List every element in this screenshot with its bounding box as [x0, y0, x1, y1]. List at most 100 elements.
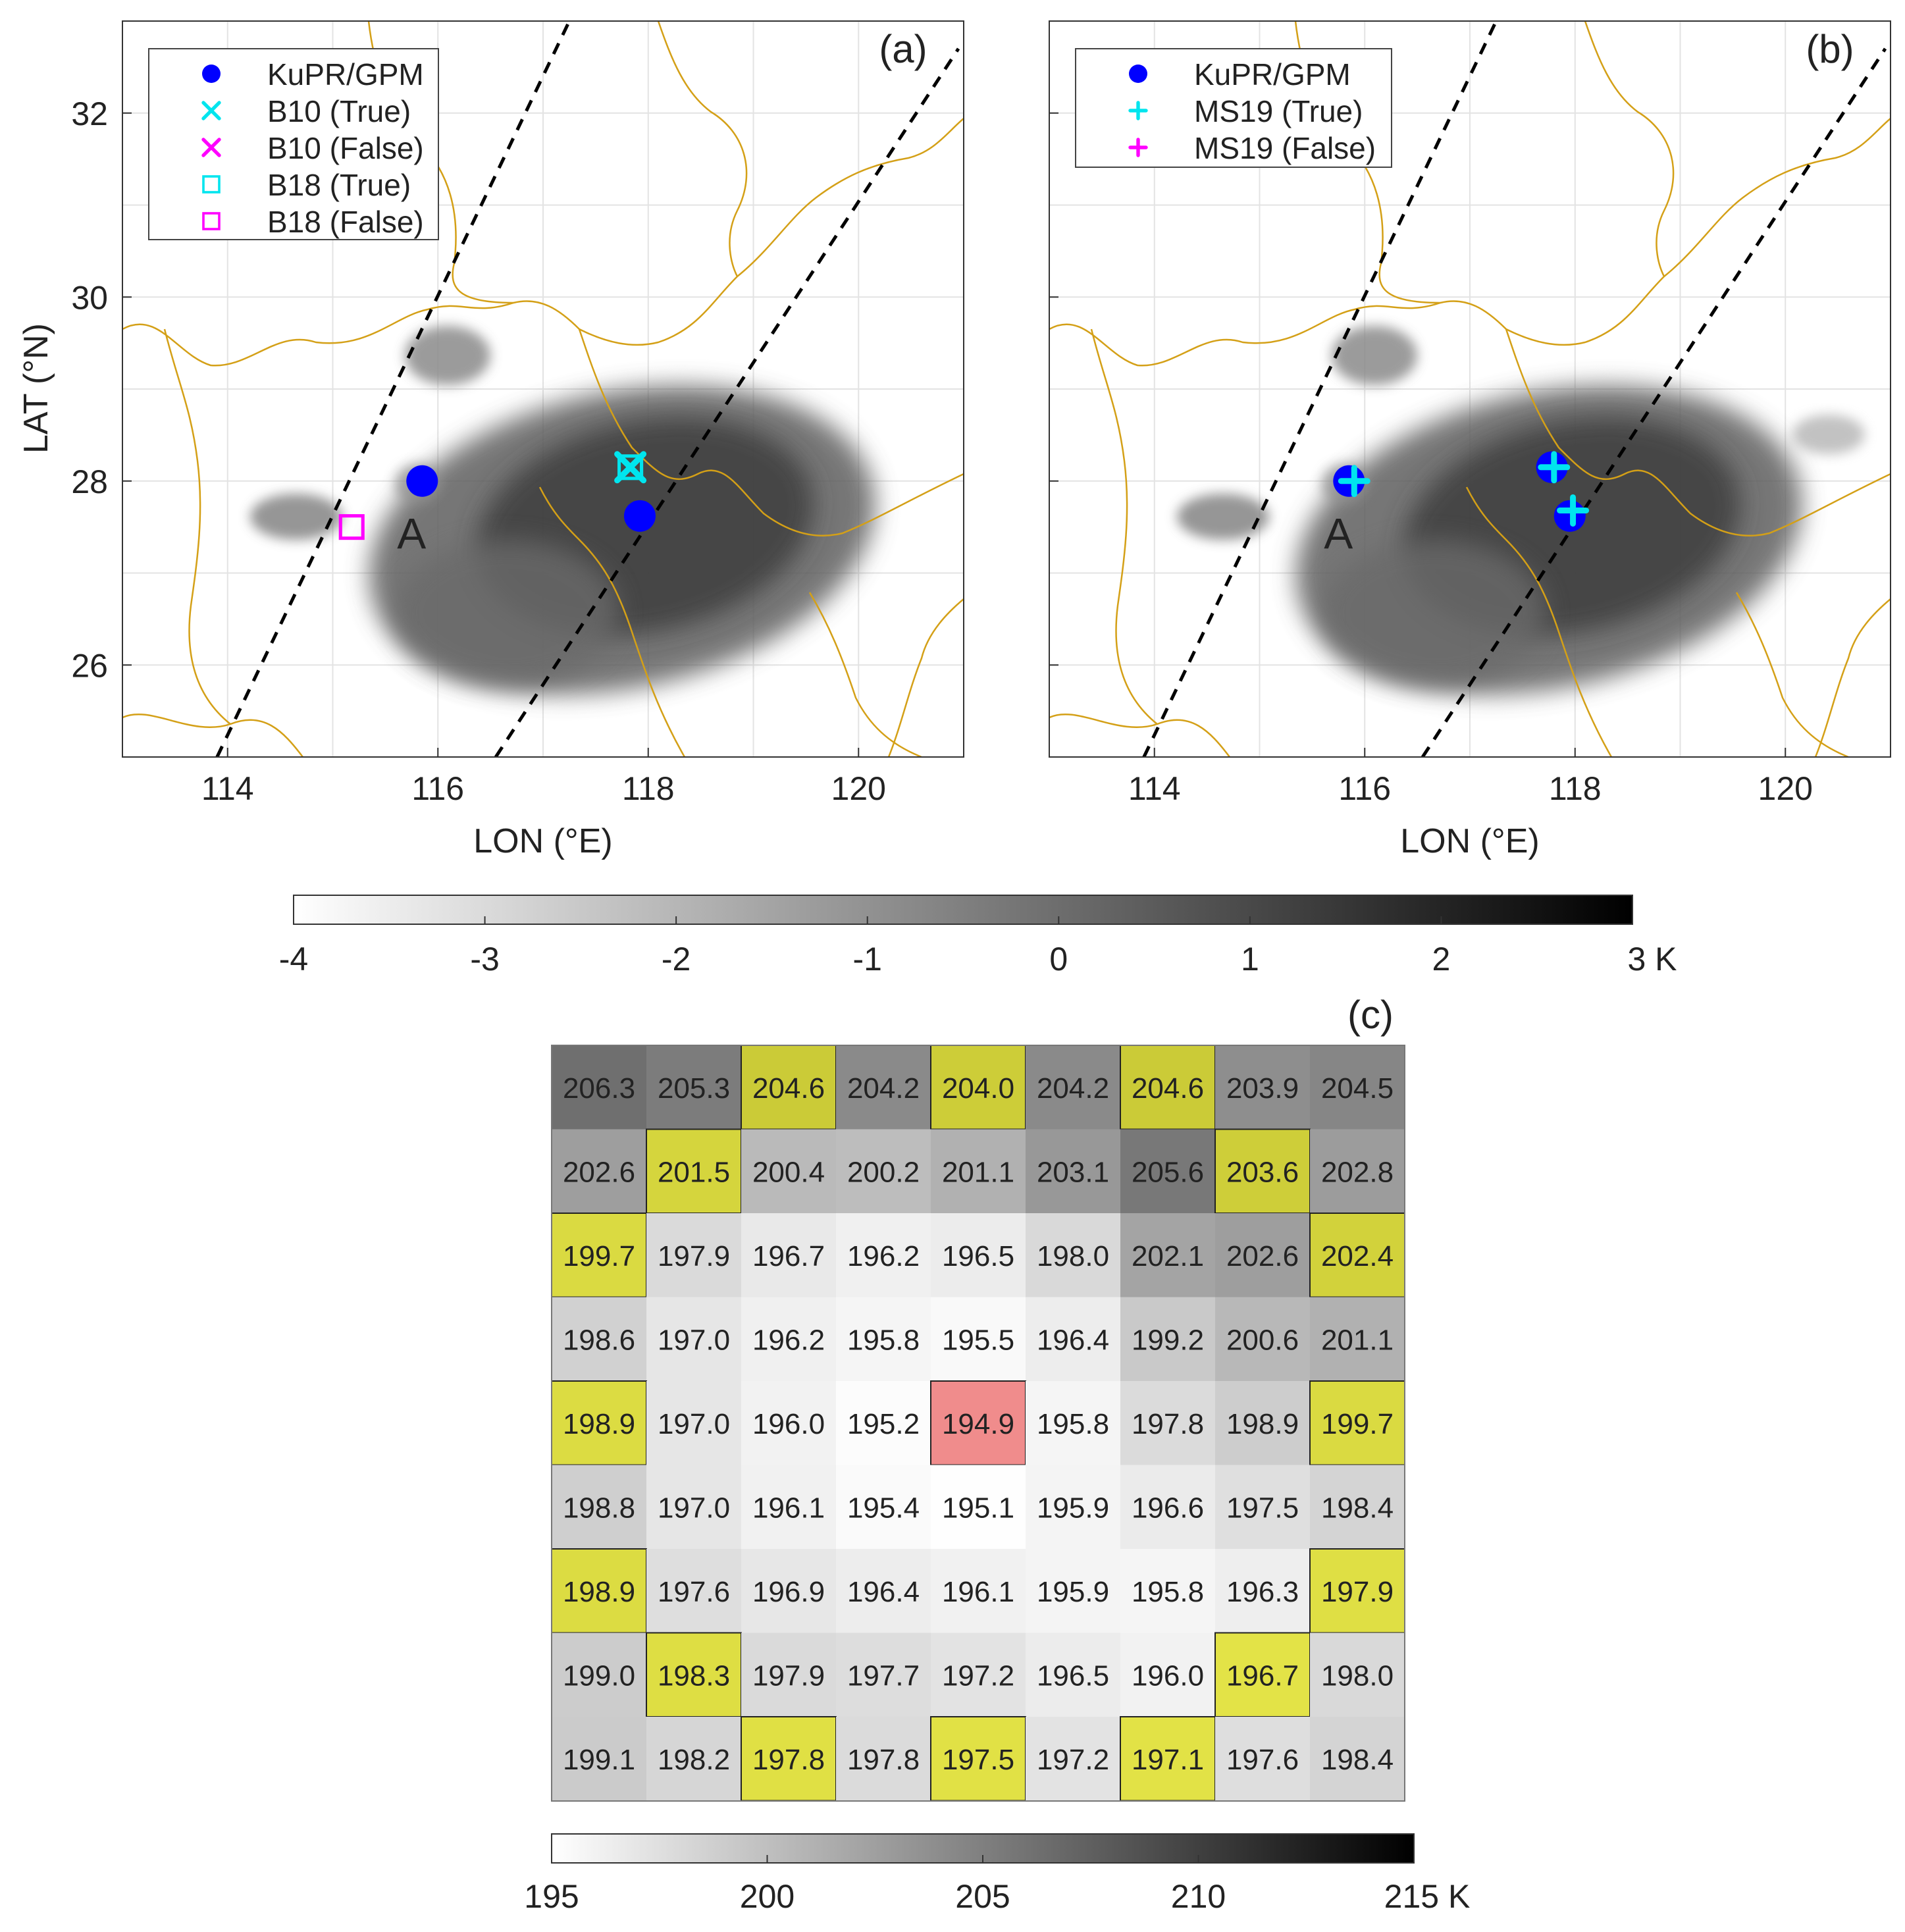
heatmap-cell: [1026, 1381, 1120, 1465]
heatmap-cell: [741, 1213, 836, 1297]
heatmap-cell: [646, 1213, 741, 1297]
heatmap-cell-value: 197.6: [1226, 1744, 1299, 1776]
legend-marker: [1128, 101, 1148, 120]
colorbar-tb-tick-label: 200: [740, 1878, 795, 1915]
legend-label: B18 (False): [267, 205, 424, 239]
heatmap-cell: [1215, 1297, 1310, 1381]
colorbar-tb-tick-label: 195: [524, 1878, 579, 1915]
cloud-field-a: [250, 326, 875, 694]
legend-box-b: [1075, 48, 1392, 168]
heatmap-cell: [646, 1128, 742, 1214]
colorbar-anomaly-ticks: -4 -3 -2 -1 0 1 2 3 K: [279, 916, 1677, 978]
legend-label: MS19 (False): [1194, 131, 1376, 165]
heatmap-cell: [931, 1549, 1026, 1633]
heatmap-cell-value: 196.2: [752, 1324, 825, 1356]
axes-frame-b: [1049, 20, 1891, 758]
heatmap-cell-value: 197.9: [1321, 1576, 1394, 1608]
heatmap-cell-value: 196.6: [1132, 1492, 1204, 1524]
heatmap-cell: [1120, 1297, 1215, 1381]
heatmap-cell-value: 198.4: [1321, 1492, 1394, 1524]
heatmap-cell: [931, 1297, 1026, 1381]
heatmap-cell-value: 204.2: [1037, 1072, 1109, 1105]
heatmap-cell-value: 197.8: [847, 1744, 920, 1776]
panel-label-a: (a): [879, 27, 927, 71]
heatmap-cell: [741, 1045, 837, 1130]
heatmap-cell-value: 196.3: [1226, 1576, 1299, 1608]
colorbar-tb-ticks: 195 200 205 210 215 K: [524, 1855, 1470, 1915]
heatmap-cell-value: 196.9: [752, 1576, 825, 1608]
y-tick-label: 26: [71, 647, 108, 684]
heatmap-cell: [646, 1297, 741, 1381]
heatmap-cell-value: 199.7: [1321, 1408, 1394, 1440]
heatmap-cell-value: 206.3: [563, 1072, 635, 1105]
heatmap-cell-value: 195.1: [942, 1492, 1014, 1524]
heatmap-cell-value: 201.5: [658, 1156, 730, 1188]
heatmap-cell-value: 195.8: [1037, 1408, 1109, 1440]
heatmap-cell-value: 201.1: [942, 1156, 1014, 1188]
legend-label: MS19 (True): [1194, 94, 1363, 128]
x-tick-label: 114: [201, 770, 254, 807]
legend-marker: [202, 212, 221, 230]
heatmap-cell: [1120, 1045, 1216, 1130]
heatmap-cell-value: 195.4: [847, 1492, 920, 1524]
heatmap-cell-value: 195.9: [1037, 1492, 1109, 1524]
heatmap-cell-value: 203.6: [1226, 1156, 1299, 1188]
heatmap-cell-value: 199.7: [563, 1240, 635, 1272]
heatmap-cell-value: 196.1: [942, 1576, 1014, 1608]
heatmap-cell: [836, 1549, 931, 1633]
heatmap-cell-value: 204.6: [1132, 1072, 1204, 1105]
heatmap-cell-value: 197.9: [752, 1659, 825, 1692]
heatmap-cell-value: 198.9: [563, 1576, 635, 1608]
heatmap-cell-value: 204.6: [752, 1072, 825, 1105]
heatmap-cell: [646, 1549, 741, 1633]
colorbar-tb-tick-label: 215 K: [1384, 1878, 1471, 1915]
heatmap-cell: [836, 1297, 931, 1381]
heatmap-cell: [646, 1717, 741, 1801]
heatmap-cell: [552, 1129, 646, 1213]
heatmap-cell-value: 197.7: [847, 1659, 920, 1692]
colorbar-anomaly-tick-label: -3: [470, 941, 499, 978]
heatmap-cell: [552, 1045, 646, 1130]
heatmap-cell-value: 200.6: [1226, 1324, 1299, 1356]
legend-label: B10 (False): [267, 131, 424, 165]
heatmap-cell: [1026, 1129, 1120, 1213]
legend-marker: [201, 101, 221, 120]
colorbar-anomaly: -4 -3 -2 -1 0 1 2 3 K: [279, 895, 1677, 978]
heatmap-cell-value: 195.2: [847, 1408, 920, 1440]
heatmap-cell-value: 197.5: [1226, 1492, 1299, 1524]
heatmap-cell: [1310, 1045, 1405, 1130]
swath-edge-line: [1142, 21, 1498, 757]
axes-frame-a: [122, 20, 964, 758]
x-tick-label: 116: [411, 770, 464, 807]
heatmap-cells: 206.3 205.3 204.6 204.2 204.0 204.2 204.6 203.9…: [551, 1045, 1405, 1802]
heatmap-cell-value: 197.5: [942, 1744, 1014, 1776]
heatmap-cell: [741, 1129, 836, 1213]
legend-label: KuPR/GPM: [1194, 57, 1351, 91]
heatmap-cell-value: 196.5: [942, 1240, 1014, 1272]
ticks-a: 114 116 118 120 26 28 30 32: [71, 95, 886, 807]
heatmap-cell-value: 196.0: [1132, 1659, 1204, 1692]
heatmap-cell-value: 197.9: [658, 1240, 730, 1272]
heatmap-cell-value: 204.5: [1321, 1072, 1394, 1105]
heatmap-cell: [1215, 1549, 1310, 1633]
heatmap-cell: [1026, 1465, 1120, 1549]
legend-marker: [201, 138, 221, 157]
colorbar-anomaly-tick-label: 3 K: [1627, 941, 1677, 978]
heatmap-cell: [1215, 1717, 1310, 1801]
map-panel-b: A 114 116 118 120 (b) LON (°E) KuPR/GPMMS19…: [1049, 20, 1891, 860]
heatmap-cell-value: 195.8: [1132, 1576, 1204, 1608]
heatmap-cell: [741, 1465, 836, 1549]
heatmap-cell-value: 197.8: [752, 1744, 825, 1776]
heatmap-cell-value: 198.2: [658, 1744, 730, 1776]
heatmap-cell: [552, 1632, 646, 1717]
heatmap-cell: [836, 1632, 931, 1717]
heatmap-cell: [1120, 1465, 1215, 1549]
colorbar-anomaly-tick-label: -4: [279, 941, 308, 978]
heatmap-cell-value: 197.2: [1037, 1744, 1109, 1776]
heatmap-cell-value: 195.8: [847, 1324, 920, 1356]
heatmap-cell-value: 198.9: [1226, 1408, 1299, 1440]
heatmap-cell: [1120, 1213, 1215, 1297]
colorbar-tb-tick-label: 205: [955, 1878, 1010, 1915]
heatmap-cell-value: 198.0: [1037, 1240, 1109, 1272]
x-axis-label-a: LON (°E): [473, 822, 612, 860]
